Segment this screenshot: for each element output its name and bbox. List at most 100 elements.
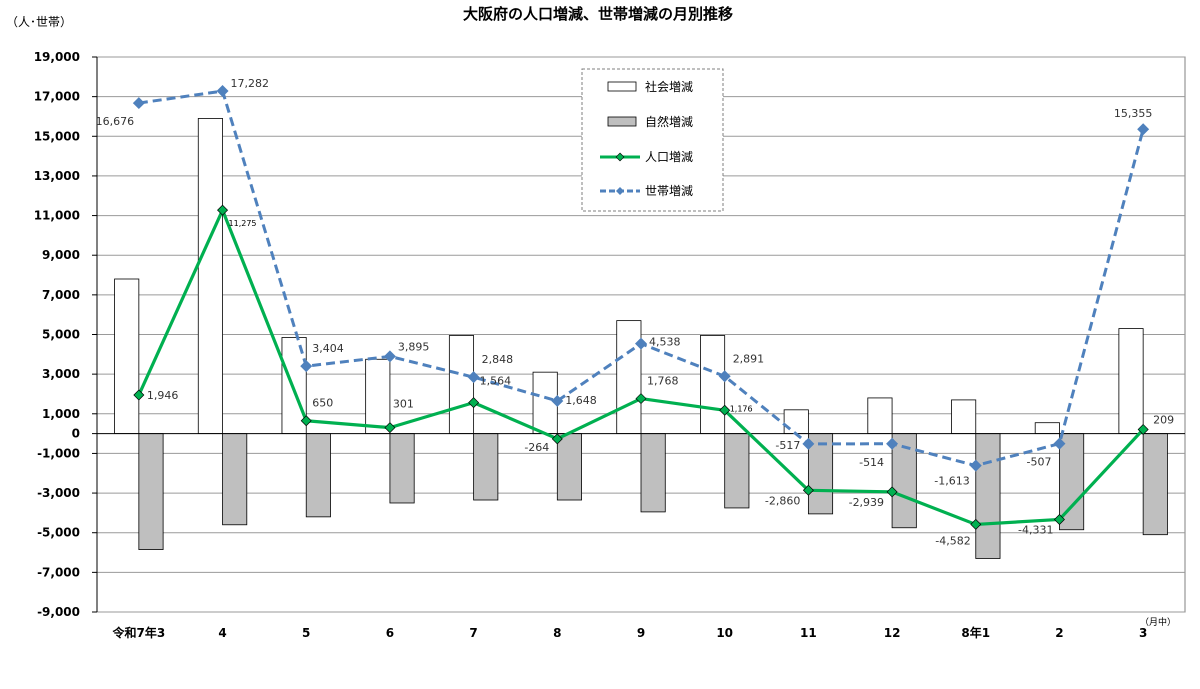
- chart-title: 大阪府の人口増減、世帯増減の月別推移: [463, 5, 733, 23]
- data-label-population: -4,582: [935, 534, 970, 547]
- legend-swatch-natural: [607, 116, 637, 127]
- bar-natural-increase: [724, 433, 750, 509]
- y-tick-label: 0: [72, 427, 80, 441]
- bar-natural-increase: [975, 433, 1001, 559]
- data-label-household: -507: [1026, 456, 1051, 469]
- bar-natural-increase: [305, 433, 331, 518]
- data-label-household: -1,613: [934, 475, 969, 488]
- point-household: [551, 394, 564, 407]
- x-end-note: （月中）: [1140, 616, 1176, 628]
- point-population: [384, 422, 396, 434]
- point-household: [802, 437, 815, 450]
- y-tick-label: 19,000: [34, 50, 80, 64]
- x-tick-label: 11: [800, 626, 817, 640]
- legend-marker-population: [615, 152, 625, 162]
- x-tick-label: 6: [386, 626, 394, 640]
- data-label-population: 1,564: [480, 375, 512, 388]
- legend-swatch-social: [607, 81, 637, 92]
- data-label-population: -264: [524, 441, 549, 454]
- x-tick-label: 5: [302, 626, 310, 640]
- x-tick-label: 12: [884, 626, 901, 640]
- bar-natural-increase: [556, 433, 582, 501]
- point-household: [383, 350, 396, 363]
- bar-social-increase: [448, 335, 475, 435]
- data-label-population: 11,275: [229, 219, 257, 228]
- y-tick-label: 15,000: [34, 129, 80, 143]
- data-label-population: 650: [312, 397, 333, 410]
- point-population: [468, 397, 480, 409]
- y-tick-label: 9,000: [42, 248, 80, 262]
- data-label-population: 1,176: [730, 404, 753, 413]
- y-tick-label: 5,000: [42, 328, 80, 342]
- point-household: [635, 337, 647, 350]
- data-label-household: 15,355: [1114, 107, 1153, 120]
- x-tick-label: 7: [469, 626, 477, 640]
- legend-label-social: 社会増減: [645, 79, 693, 94]
- y-unit-label: （人･世帯）: [6, 15, 72, 29]
- data-label-household: 2,891: [733, 352, 765, 365]
- point-household: [969, 459, 982, 472]
- y-tick-label: 11,000: [34, 209, 80, 223]
- point-household: [300, 360, 313, 373]
- bar-social-increase: [951, 399, 977, 435]
- bar-social-increase: [365, 358, 391, 435]
- point-household: [132, 97, 145, 110]
- data-label-household: 17,282: [231, 77, 269, 90]
- bar-natural-increase: [640, 433, 666, 513]
- data-label-household: 4,538: [649, 336, 681, 349]
- point-household: [718, 370, 731, 383]
- data-label-population: 1,946: [147, 389, 179, 402]
- y-tick-label: 3,000: [42, 367, 80, 381]
- bar-social-increase: [197, 118, 223, 435]
- legend-label-household: 世帯増減: [645, 183, 693, 198]
- legend-label-population: 人口増減: [645, 149, 693, 164]
- data-label-population: -2,939: [849, 496, 884, 509]
- legend-box: [581, 68, 724, 212]
- x-tick-label: 令和7年3: [111, 625, 165, 640]
- data-label-population: 1,768: [647, 375, 679, 388]
- bar-natural-increase: [222, 433, 248, 526]
- point-population: [300, 415, 312, 427]
- point-household: [1137, 123, 1150, 136]
- x-tick-label: 4: [218, 626, 226, 640]
- legend-marker-household: [616, 187, 624, 195]
- data-label-household: 2,848: [482, 353, 513, 366]
- bar-social-increase: [114, 278, 140, 435]
- bar-natural-increase: [1142, 433, 1168, 536]
- y-tick-label: -5,000: [37, 526, 80, 540]
- point-household: [467, 371, 480, 384]
- y-tick-label: 7,000: [42, 288, 80, 302]
- bar-social-increase: [700, 335, 726, 435]
- bar-natural-increase: [389, 433, 415, 504]
- x-tick-label: 3: [1139, 626, 1147, 640]
- bar-social-increase: [867, 397, 893, 435]
- x-tick-label: 8: [553, 626, 561, 640]
- point-household: [886, 437, 899, 450]
- bar-natural-increase: [138, 433, 164, 550]
- data-label-population: -2,860: [765, 494, 800, 507]
- point-population: [802, 484, 814, 496]
- y-tick-label: -1,000: [37, 446, 80, 460]
- point-population: [719, 404, 731, 416]
- y-tick-label: -7,000: [37, 565, 80, 579]
- point-population: [217, 204, 229, 216]
- data-label-household: 1,648: [565, 394, 597, 407]
- data-label-population: -4,331: [1018, 523, 1053, 536]
- y-tick-label: -9,000: [37, 605, 80, 619]
- point-population: [970, 518, 982, 530]
- point-household: [216, 85, 229, 98]
- point-population: [1053, 513, 1065, 525]
- x-tick-label: 8年1: [961, 625, 990, 640]
- data-label-household: -517: [775, 439, 800, 452]
- x-tick-label: 10: [716, 626, 733, 640]
- point-population: [1137, 423, 1149, 435]
- data-label-household: 16,676: [96, 115, 135, 128]
- bar-natural-increase: [891, 433, 917, 529]
- bar-social-increase: [1118, 328, 1144, 435]
- point-population: [551, 433, 563, 445]
- point-population: [635, 393, 647, 405]
- y-tick-label: -3,000: [37, 486, 80, 500]
- bar-social-increase: [616, 320, 642, 435]
- y-tick-label: 1,000: [42, 407, 80, 421]
